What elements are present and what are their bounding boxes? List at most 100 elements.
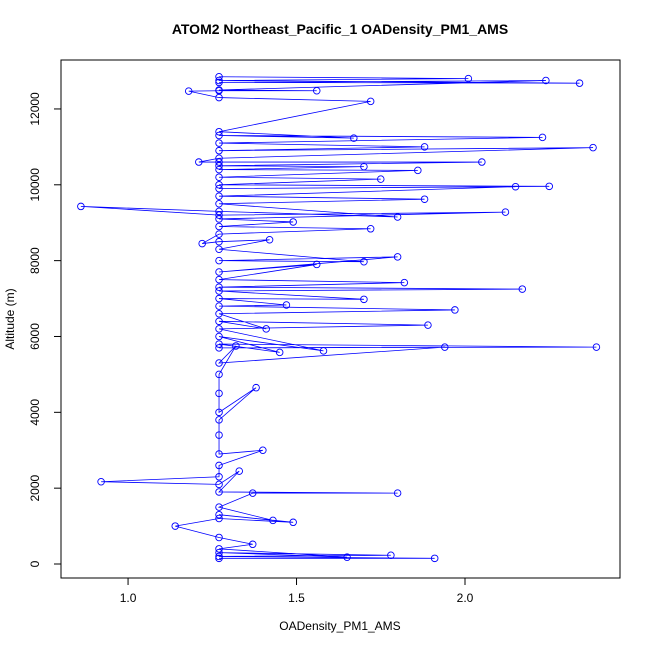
data-point <box>420 195 429 203</box>
data-point <box>215 237 223 246</box>
data-point <box>215 283 223 291</box>
data-point <box>215 461 223 470</box>
data-point <box>248 540 257 549</box>
data-point <box>592 343 601 351</box>
data-point <box>215 450 223 458</box>
data-point <box>262 325 270 333</box>
data-point <box>215 431 223 439</box>
data-point <box>215 146 223 155</box>
data-point <box>215 294 223 303</box>
data-point <box>215 503 223 511</box>
data-point <box>265 236 274 244</box>
data-point <box>215 162 223 170</box>
data-point <box>215 370 223 379</box>
y-tick-label: 4000 <box>28 399 42 426</box>
data-point <box>215 552 223 561</box>
data-point <box>282 301 291 309</box>
data-point <box>215 480 223 489</box>
data-point <box>393 253 402 261</box>
y-tick-label: 0 <box>28 560 42 567</box>
data-point <box>319 347 328 355</box>
data-point <box>215 256 223 265</box>
data-point <box>269 516 277 525</box>
data-point <box>184 87 193 95</box>
data-point <box>575 79 584 87</box>
data-point <box>215 230 223 238</box>
data-point <box>215 533 223 542</box>
x-tick-label: 2.0 <box>457 591 474 605</box>
data-point <box>400 278 409 287</box>
data-point <box>248 489 257 497</box>
data-point <box>478 158 486 166</box>
data-point <box>464 74 473 83</box>
data-point <box>275 348 284 357</box>
data-point <box>377 175 385 183</box>
data-point <box>171 522 179 530</box>
data-point <box>215 207 223 216</box>
data-point <box>215 302 223 310</box>
data-point <box>518 285 527 293</box>
data-point <box>232 342 240 350</box>
data-point <box>215 488 223 496</box>
data-point <box>215 154 223 163</box>
data-point <box>215 222 223 231</box>
data-point <box>393 489 402 497</box>
data-point <box>215 86 223 94</box>
y-tick-label: 2000 <box>28 474 42 501</box>
data-point <box>215 192 223 200</box>
data-point <box>215 317 223 326</box>
data-point <box>215 200 223 208</box>
data-point <box>235 467 243 475</box>
data-point <box>366 97 375 106</box>
data-point <box>420 143 429 151</box>
data-point <box>538 133 547 142</box>
data-point <box>215 158 223 166</box>
data-point <box>259 446 267 454</box>
data-point <box>215 215 223 223</box>
data-point <box>215 268 223 276</box>
data-point <box>312 260 321 269</box>
data-point <box>289 518 297 527</box>
data-point <box>215 78 223 87</box>
data-point <box>215 181 223 189</box>
data-point <box>215 287 223 295</box>
data-point <box>195 158 203 166</box>
data-point <box>360 162 368 171</box>
data-point <box>215 245 223 254</box>
data-point <box>501 208 510 216</box>
data-point <box>215 139 223 147</box>
data-line <box>80 76 597 559</box>
data-point <box>252 383 260 392</box>
data-point <box>198 239 206 248</box>
data-point <box>215 211 223 219</box>
y-tick-label: 6000 <box>28 323 42 350</box>
data-point <box>289 218 297 226</box>
data-point <box>215 510 223 519</box>
data-point <box>393 213 402 221</box>
data-point <box>589 143 597 152</box>
data-point <box>215 72 223 81</box>
data-point <box>215 545 223 553</box>
data-point <box>215 359 223 367</box>
data-point <box>215 76 223 85</box>
data-point <box>215 548 223 557</box>
x-axis-label: OADensity_PM1_AMS <box>279 619 400 633</box>
chart-title: ATOM2 Northeast_Pacific_1 OADensity_PM1_… <box>172 21 508 37</box>
data-point <box>545 182 553 191</box>
data-point <box>215 131 223 140</box>
data-point <box>215 309 223 318</box>
y-tick-label: 8000 <box>28 247 42 274</box>
data-point <box>215 165 223 174</box>
data-point <box>414 166 422 175</box>
data-point <box>215 127 223 136</box>
data-point <box>215 344 223 352</box>
data-point <box>511 182 520 191</box>
data-point <box>312 87 321 95</box>
plot-box <box>60 59 621 579</box>
data-point <box>343 553 351 561</box>
data-point <box>215 389 223 398</box>
data-point <box>542 76 550 85</box>
data-point <box>215 554 223 563</box>
